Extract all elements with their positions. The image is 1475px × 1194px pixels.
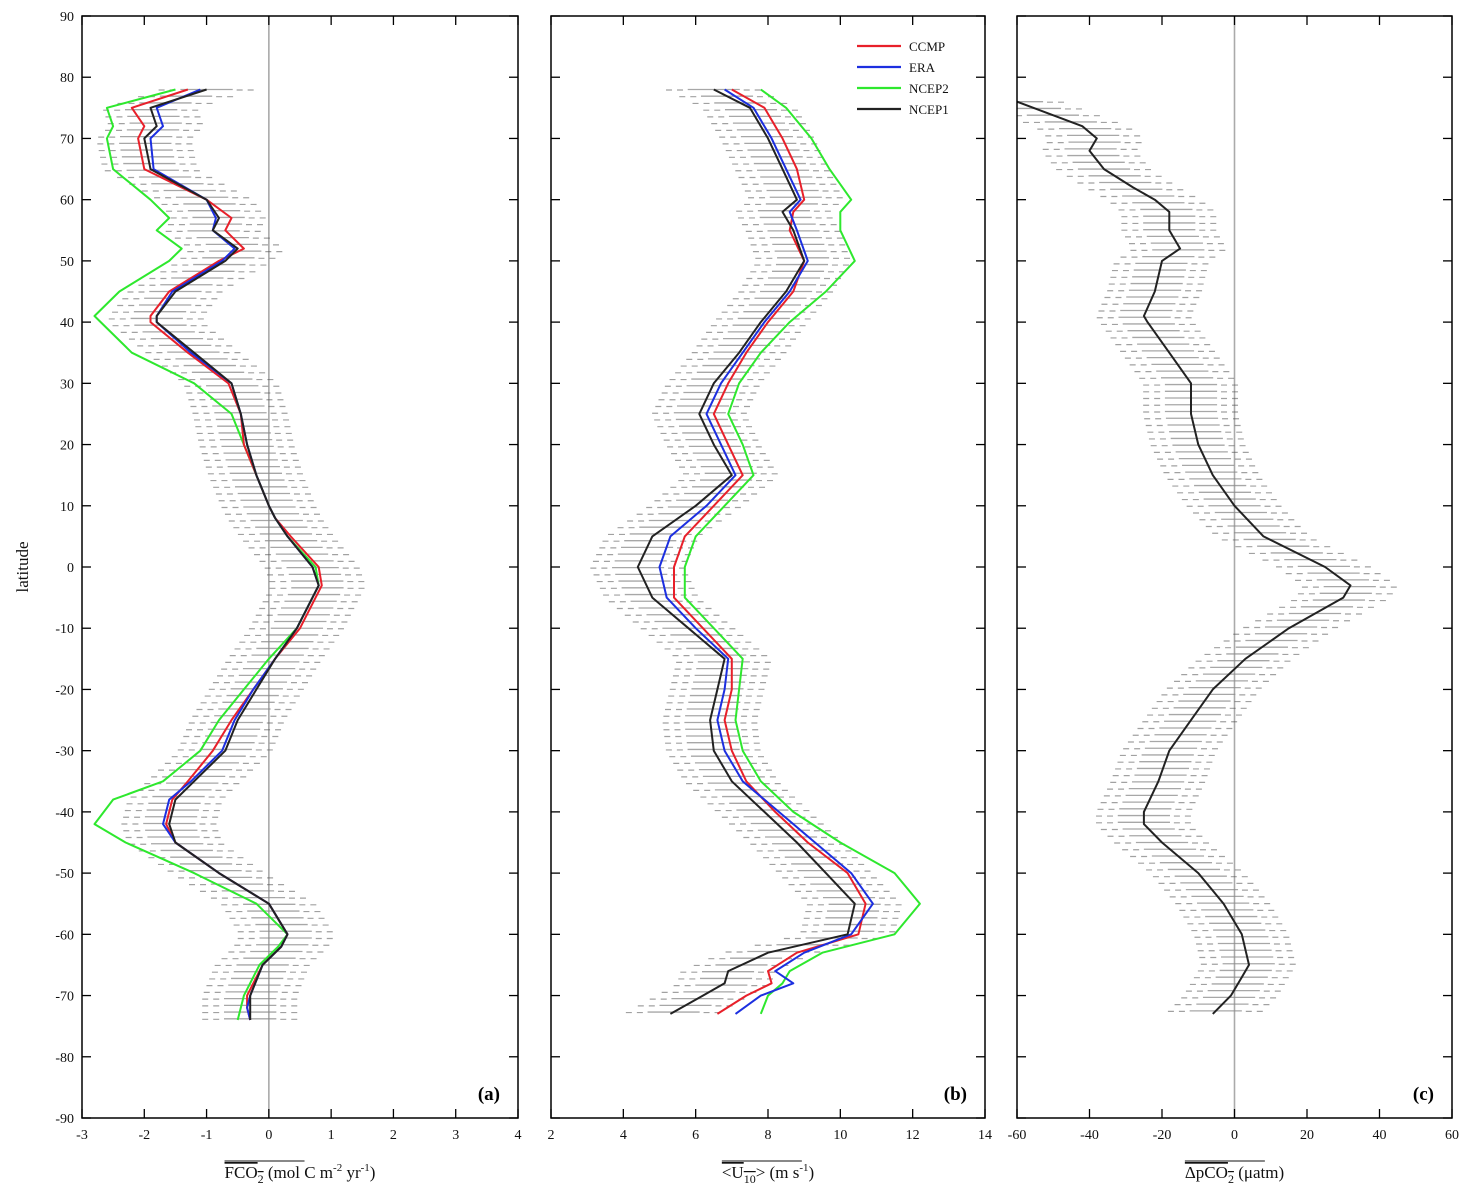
y-tick-label: 10 xyxy=(60,500,74,515)
x-axis-label: FCO2 (mol C m-2 yr-1) xyxy=(225,1162,376,1186)
x-tick-label: -20 xyxy=(1153,1128,1172,1143)
panel-tag: (a) xyxy=(478,1084,500,1105)
x-axis-label-text: (μatm) xyxy=(1234,1163,1284,1182)
x-tick-label: 3 xyxy=(452,1128,459,1143)
plot-area xyxy=(590,88,921,1015)
x-tick-label: 20 xyxy=(1300,1128,1314,1143)
y-tick-label: -40 xyxy=(55,806,74,821)
legend-label-ncep2: NCEP2 xyxy=(909,81,949,96)
y-tick-label: -90 xyxy=(55,1112,74,1127)
series-line-ccmp xyxy=(673,88,867,1015)
x-axis-label-main: FCO xyxy=(225,1163,258,1182)
y-axis-label: latitude xyxy=(13,542,32,593)
x-tick-label: 60 xyxy=(1445,1128,1459,1143)
panel-b: 2 4 6 8 10 12 14(b)<U10> (m s-1)CCMPERANCEP2NC… xyxy=(548,15,992,1186)
x-tick-label: -60 xyxy=(1008,1128,1027,1143)
series-line-ncep1 xyxy=(636,88,856,1015)
panel-tag: (b) xyxy=(944,1084,967,1105)
x-tick-label: 2 xyxy=(390,1128,397,1143)
x-tick-label: 0 xyxy=(1231,1128,1238,1143)
x-axis-label-sup: -1 xyxy=(361,1162,370,1174)
x-axis-label-main: ΔpCO xyxy=(1185,1163,1228,1182)
series-line-era xyxy=(658,88,874,1015)
x-tick-label: 2 xyxy=(548,1128,555,1143)
x-axis-label-sup: -1 xyxy=(799,1162,808,1174)
x-tick-label: 12 xyxy=(906,1128,920,1143)
panel-c: -60 -40 -20 0 20 40 60 (c) ΔpCO2 (μatm) xyxy=(1008,15,1459,1186)
plot-area xyxy=(1017,100,1398,1015)
y-tick-label: -10 xyxy=(55,622,74,637)
y-tick-label: -20 xyxy=(55,683,74,698)
series-line-ncep1 xyxy=(143,88,320,1020)
y-tick-label: -50 xyxy=(55,867,74,882)
y-tick-label: 20 xyxy=(60,439,74,454)
legend-label-ncep1: NCEP1 xyxy=(909,102,949,117)
x-tick-label: 4 xyxy=(620,1128,627,1143)
x-tick-label: 6 xyxy=(692,1128,699,1143)
legend: CCMP ERA NCEP2 NCEP1 xyxy=(857,39,949,117)
y-tick-label: -30 xyxy=(55,745,74,760)
legend-label-era: ERA xyxy=(909,60,936,75)
x-axis-label-text: (mol C m xyxy=(264,1163,333,1182)
x-axis-label-text: yr xyxy=(342,1163,361,1182)
x-axis-label-sub: 2 xyxy=(258,1172,264,1186)
x-tick-label: 40 xyxy=(1373,1128,1387,1143)
x-axis-label-sup: -2 xyxy=(333,1162,342,1174)
legend-label-ccmp: CCMP xyxy=(909,39,945,54)
panel-tag: (c) xyxy=(1413,1084,1434,1105)
x-axis-label-text: ) xyxy=(370,1163,376,1182)
y-tick-label: 40 xyxy=(60,316,74,331)
x-tick-label: 10 xyxy=(833,1128,847,1143)
plot-area xyxy=(93,88,366,1021)
series-line-ncep2 xyxy=(683,88,921,1015)
x-tick-label: -1 xyxy=(201,1128,213,1143)
x-axis-label: <U10> (m s-1) xyxy=(722,1162,814,1186)
x-axis-label-text: ) xyxy=(808,1163,814,1182)
y-tick-label: 50 xyxy=(60,255,74,270)
y-tick-label: 80 xyxy=(60,71,74,86)
y-tick-label: -70 xyxy=(55,990,74,1005)
y-tick-label: 30 xyxy=(60,377,74,392)
x-axis-label-sub: 10 xyxy=(744,1172,756,1186)
x-tick-label: -3 xyxy=(76,1128,88,1143)
y-tick-label: 70 xyxy=(60,132,74,147)
x-axis-label: ΔpCO2 (μatm) xyxy=(1185,1163,1284,1186)
x-tick-label: 1 xyxy=(328,1128,335,1143)
x-axis-label-sub: 2 xyxy=(1228,1172,1234,1186)
x-axis-label-main: <U xyxy=(722,1163,744,1182)
y-tick-label: 0 xyxy=(67,561,74,576)
x-tick-label: 8 xyxy=(765,1128,772,1143)
x-tick-label: 4 xyxy=(515,1128,522,1143)
x-tick-label: -40 xyxy=(1080,1128,1099,1143)
x-tick-label: -2 xyxy=(138,1128,150,1143)
panel-a: -90-80-70-60-50-40-30-20-100102030405060… xyxy=(55,10,521,1186)
x-axis-label-text: > (m s xyxy=(756,1163,800,1182)
y-tick-label: 60 xyxy=(60,194,74,209)
series-line-ncep1 xyxy=(1017,100,1352,1015)
x-tick-label: 14 xyxy=(978,1128,992,1143)
x-tick-label: 0 xyxy=(265,1128,272,1143)
y-tick-label: -60 xyxy=(55,928,74,943)
y-tick-label: 90 xyxy=(60,10,74,25)
y-tick-label: -80 xyxy=(55,1051,74,1066)
